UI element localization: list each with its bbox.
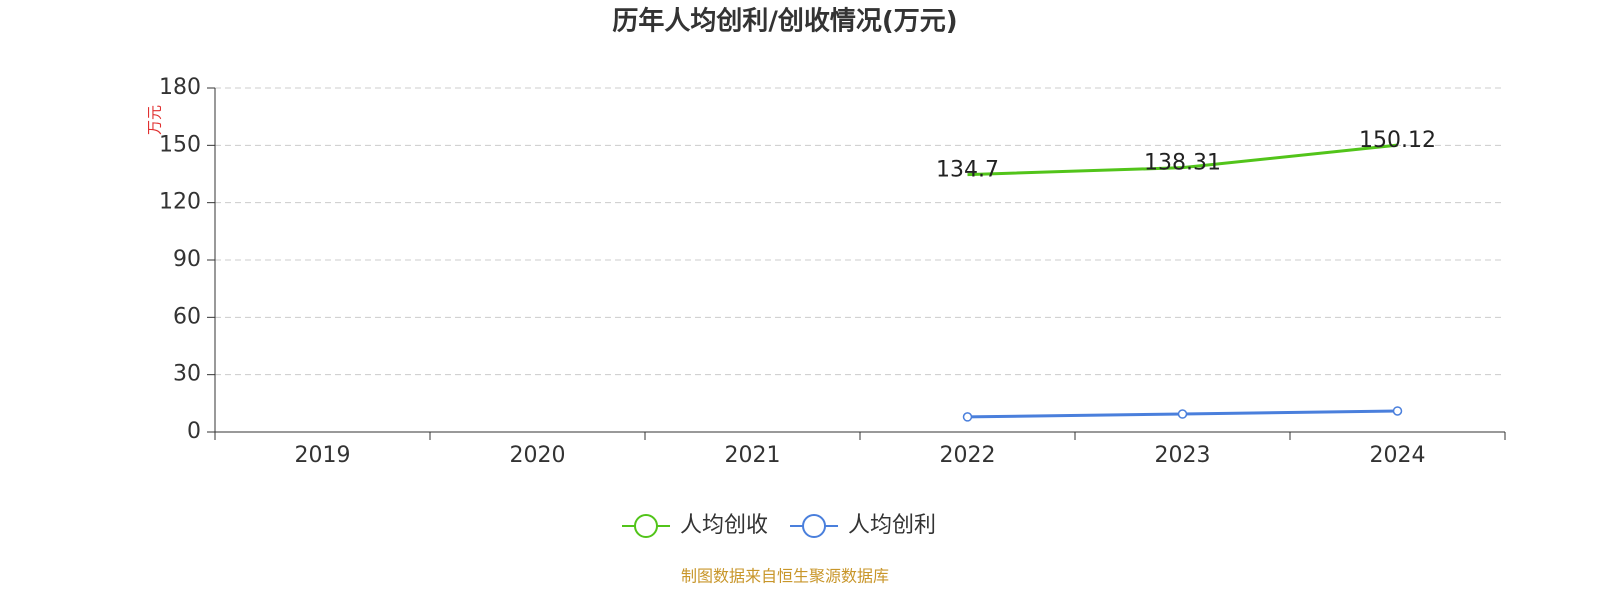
legend-marker [634, 514, 658, 538]
footer: 制图数据来自恒生聚源数据库 [681, 567, 889, 586]
y-tick-label: 0 [187, 419, 201, 444]
x-tick-label: 2019 [295, 443, 351, 468]
y-tick-label: 120 [159, 190, 201, 215]
x-tick-label: 2024 [1370, 443, 1426, 468]
x-tick-label: 2023 [1155, 443, 1211, 468]
x-tick-label: 2021 [725, 443, 781, 468]
y-tick-label: 30 [173, 362, 201, 387]
y-tick-label: 150 [159, 132, 201, 157]
y-tick-label: 180 [159, 75, 201, 100]
point [1177, 409, 1188, 419]
y-tick-label: 60 [173, 304, 201, 329]
legend-label: 人均创收 [680, 513, 768, 538]
value-label: 150.12 [1359, 128, 1436, 153]
value-label: 134.7 [936, 158, 999, 183]
legend-marker [802, 514, 827, 538]
y-tick-label: 90 [173, 247, 201, 272]
chart-title: 历年人均创利/创收情况(万元) [612, 6, 957, 37]
x-tick-label: 2020 [510, 443, 566, 468]
point [962, 412, 973, 422]
y-axis-label: 万元 [146, 105, 164, 135]
x-tick-label: 2022 [940, 443, 996, 468]
point [1392, 406, 1403, 416]
line [967, 143, 1398, 177]
legend-label: 人均创利 [848, 513, 936, 538]
value-label: 138.31 [1144, 151, 1221, 176]
